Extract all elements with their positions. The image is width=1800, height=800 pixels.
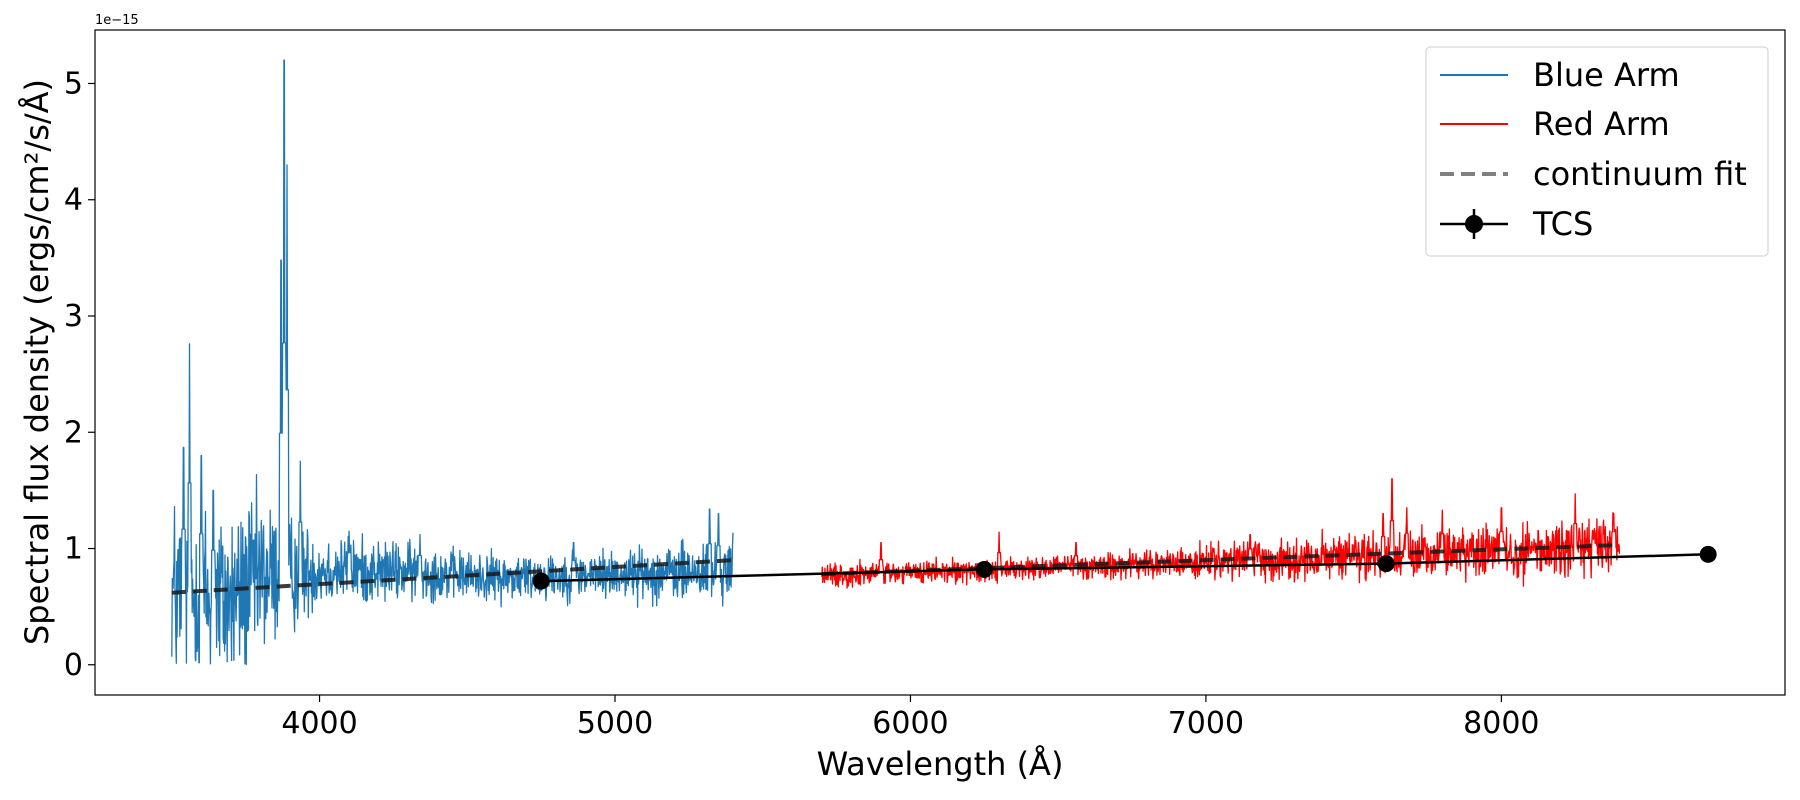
legend: Blue Arm Red Arm continuum fit TCS	[1425, 46, 1769, 257]
spectrum-blue-arm	[171, 59, 734, 666]
x-axis-label: Wavelength (Å)	[817, 745, 1064, 783]
legend-swatch-tcs-marker	[1465, 215, 1483, 233]
y-tick-label-1: 1	[64, 532, 83, 567]
legend-label-red-arm: Red Arm	[1533, 105, 1670, 143]
x-tick-label-7000: 7000	[1168, 706, 1244, 741]
x-tick-label-8000: 8000	[1463, 706, 1539, 741]
x-tick-label-4000: 4000	[281, 706, 357, 741]
legend-label-continuum-fit: continuum fit	[1533, 155, 1747, 193]
y-axis-label: Spectral flux density (ergs/cm²/s/Å)	[18, 79, 56, 645]
tcs-point-4	[1699, 545, 1717, 563]
y-tick-label-4: 4	[64, 183, 83, 218]
y-offset-label: 1e−15	[95, 13, 139, 28]
x-tick-label-5000: 5000	[577, 706, 653, 741]
legend-label-tcs: TCS	[1532, 205, 1593, 243]
legend-frame	[1425, 46, 1769, 257]
legend-label-blue-arm: Blue Arm	[1533, 56, 1680, 94]
y-tick-label-0: 0	[64, 648, 83, 683]
tcs-point-2	[975, 560, 993, 578]
y-axis: 0 1 2 3 4 5	[64, 66, 95, 683]
tcs-point-3	[1377, 555, 1395, 573]
continuum-fit-segment-1	[171, 558, 734, 595]
spectrum-red-arm	[821, 478, 1621, 589]
tcs-line	[541, 553, 1709, 583]
x-tick-label-6000: 6000	[872, 706, 948, 741]
series-layer	[171, 59, 1717, 666]
y-tick-label-2: 2	[64, 415, 83, 450]
y-tick-label-5: 5	[64, 66, 83, 101]
tcs-point-1	[532, 572, 550, 590]
x-axis: 4000 5000 6000 7000 8000	[281, 695, 1540, 741]
y-tick-label-3: 3	[64, 299, 83, 334]
plot-frame	[94, 29, 1786, 696]
